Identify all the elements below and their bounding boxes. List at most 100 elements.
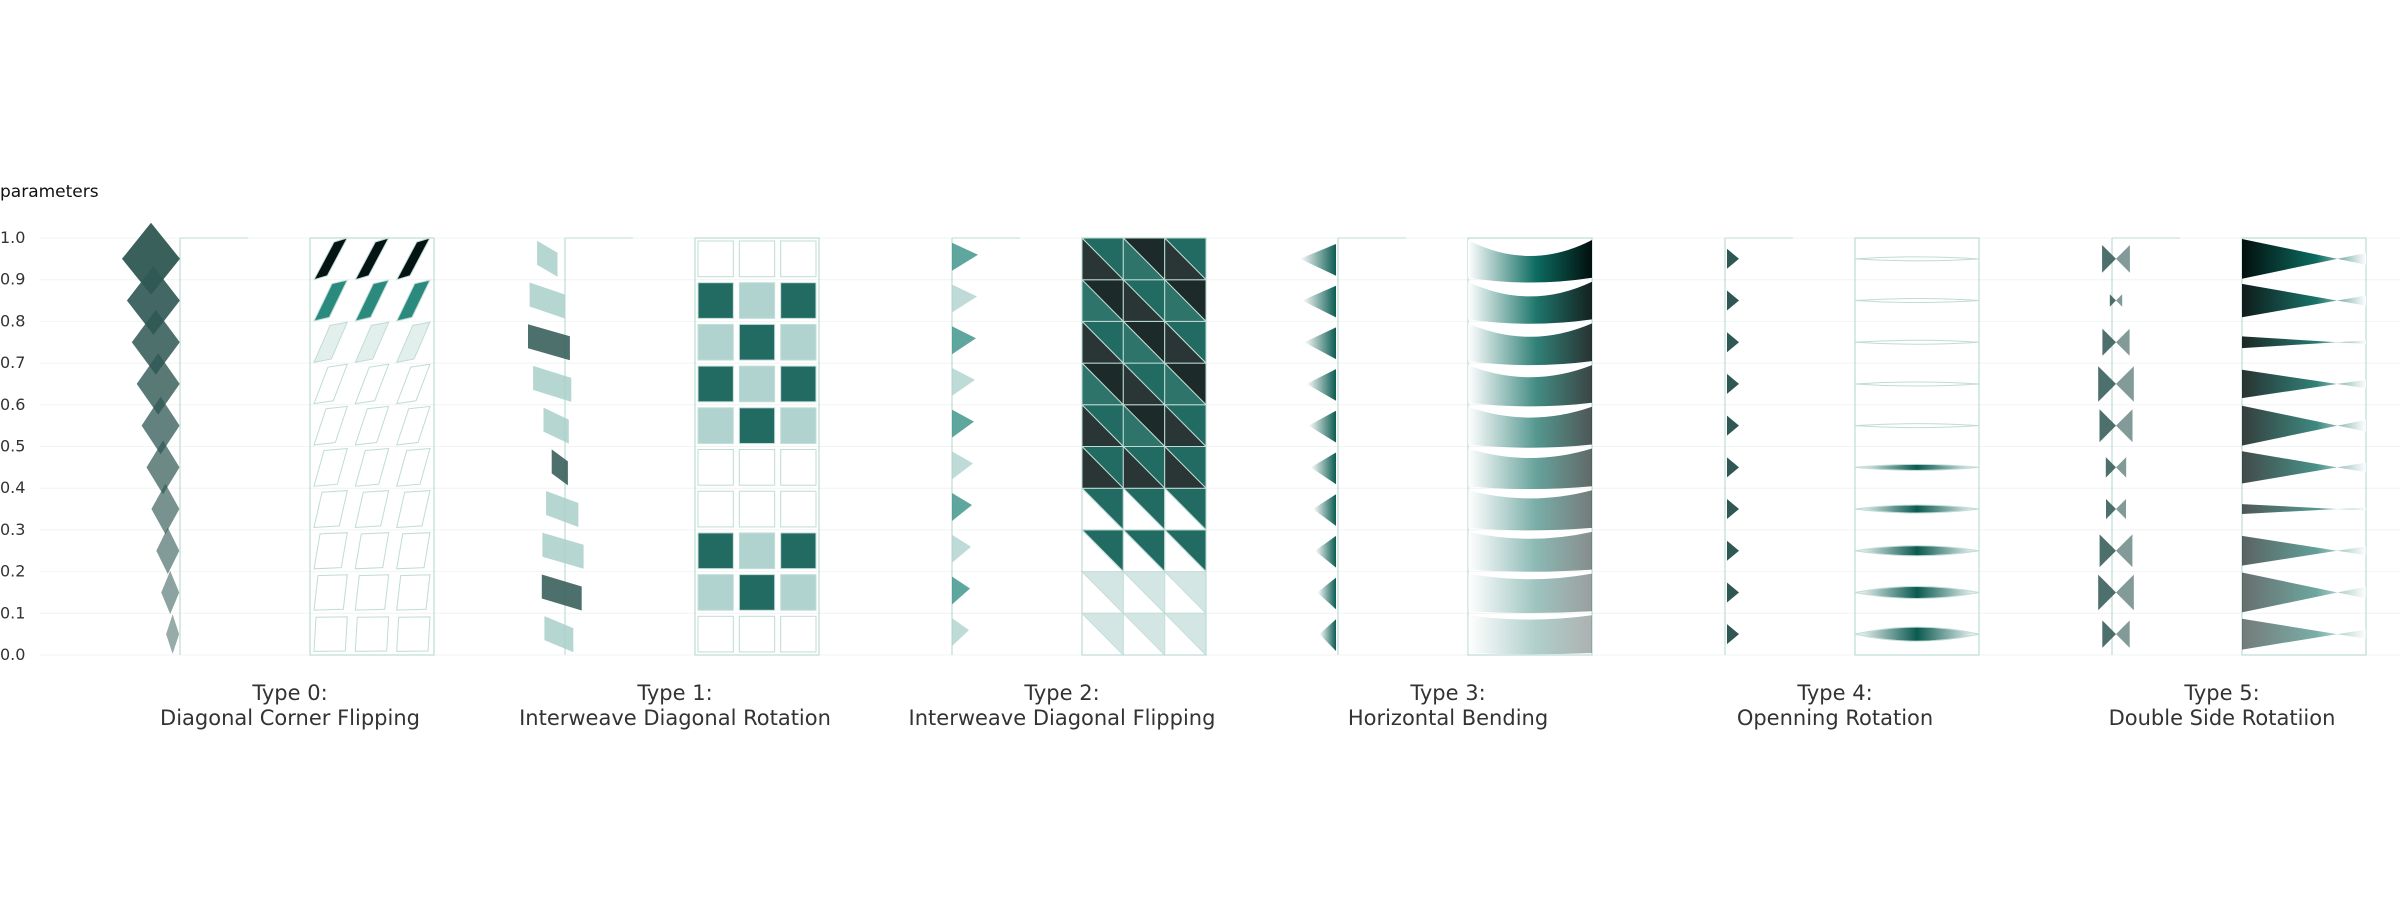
axis-tick-label: 1.0 [0,228,25,247]
cell-grid [1854,256,1980,642]
cell-frame [1854,237,1980,656]
cell-shape [1122,486,1166,531]
cell-frame [694,237,820,656]
side-sample [2116,409,2133,443]
rotation-sample [529,282,565,319]
axis-tick-label: 0.0 [0,645,25,664]
cell-shape [697,282,734,319]
side-sample [2116,328,2130,356]
bend-sample [1310,452,1336,485]
twist-band [2242,504,2366,514]
rotation-sample [537,240,558,277]
cell-shape [697,490,734,528]
twist-band [2242,535,2366,566]
flip-sample [131,309,180,375]
twist-band [2242,239,2366,279]
cell-shape [697,365,734,403]
twist-band [2242,369,2366,399]
opening-sample [1727,373,1739,394]
cell-shape [780,365,817,403]
flip-sample [136,353,180,415]
strip-samples [1300,244,1336,651]
cell-grid [1468,240,1592,655]
opening-lens [1854,545,1980,557]
cell-frame [1467,237,1593,656]
side-sample [2116,457,2127,478]
axis-tick-label: 0.3 [0,520,25,539]
side-sample [2105,457,2116,478]
panels [122,222,2367,657]
bend-band [1468,573,1592,613]
cell-shape [1164,320,1208,364]
side-sample [2116,574,2134,611]
twist-band [2242,572,2366,613]
flip-sample [161,570,180,615]
cell-shape [697,240,734,278]
cell-shape [697,532,734,570]
bend-band [1468,406,1592,448]
cell-shape [780,407,817,444]
cell-shape [354,405,390,446]
flip-sample [952,284,977,313]
bend-sample [1306,369,1336,401]
cell-shape [396,616,431,652]
side-sample [2116,534,2133,568]
panel-type-label: Type 3: [1409,681,1485,705]
opening-sample [1727,457,1739,478]
strip-samples [528,240,584,653]
cell-shape [697,407,734,444]
side-sample [2116,620,2130,648]
flip-sample [952,326,976,355]
cell-shape [780,574,817,611]
cell-shape [1164,486,1208,531]
parameter-grid [1724,237,1980,656]
parameter-grid [2111,237,2367,656]
cell-shape [1122,612,1166,656]
side-sample [2102,328,2116,356]
cell-shape [1164,612,1208,656]
bend-band [1468,365,1592,407]
twist-band [2242,283,2366,318]
cell-shape [697,449,734,486]
cell-shape [1122,445,1166,489]
cell-shape [1122,403,1166,447]
panel-type-0 [122,222,435,656]
flip-sample [151,483,180,535]
strip-samples [122,222,180,654]
bend-sample [1317,577,1336,610]
cell-shape [354,237,390,281]
opening-lens [1854,504,1980,514]
flip-sample [952,367,975,396]
opening-lens [1854,381,1980,387]
cell-shape [1081,320,1125,364]
flip-sample [126,266,180,335]
opening-sample [1727,540,1739,561]
flip-sample [156,527,180,575]
panel-name: Interweave Diagonal Flipping [909,706,1216,730]
cell-shape [780,532,817,570]
cell-shape [1122,528,1166,573]
side-sample [2099,409,2116,443]
cell-shape [738,323,776,361]
cell-shape [1122,361,1166,406]
panel-type-2 [951,236,1208,657]
side-sample [2109,294,2116,307]
flip-sample [952,534,971,563]
bend-band [1468,615,1592,655]
cell-shape [313,532,348,570]
panel-type-4 [1724,237,1980,656]
axis-ticks: 0.0 0.1 0.2 0.3 0.4 0.5 0.6 0.7 0.8 0.9 1.0 [0,228,25,664]
bend-sample [1319,619,1336,651]
cell-shape [738,449,776,486]
twist-band [2242,336,2366,349]
rotation-sample [528,324,570,361]
opening-sample [1727,499,1739,519]
twist-band [2242,405,2366,446]
strip-samples [2098,245,2134,648]
panel-type-label: Type 0: [251,681,327,705]
cell-shape [1122,236,1166,281]
panel-name: Horizontal Bending [1348,706,1548,730]
cell-shape [395,321,431,363]
cell-frame [2241,237,2367,656]
cell-shape [354,616,390,652]
